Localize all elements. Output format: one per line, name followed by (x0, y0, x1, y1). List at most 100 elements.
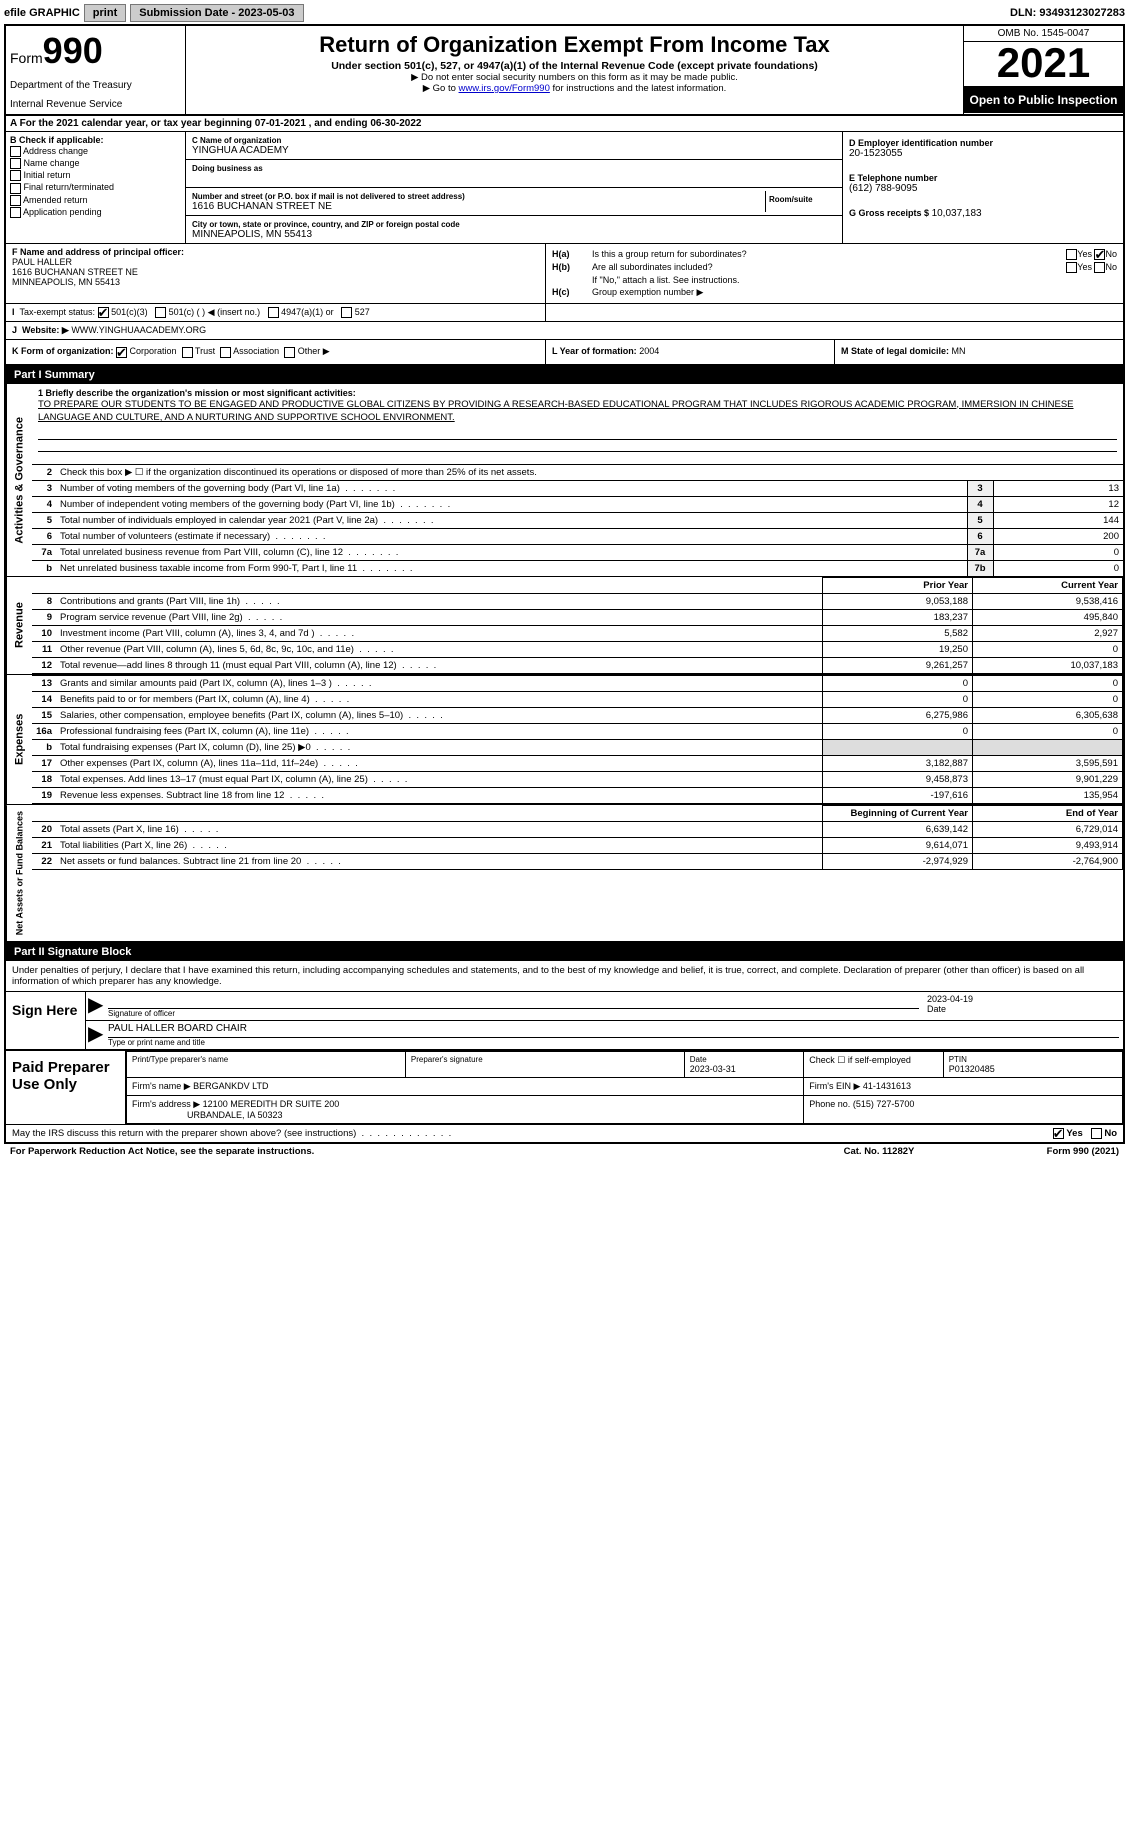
table-row: 13Grants and similar amounts paid (Part … (32, 676, 1123, 692)
tel-val: (612) 788-9095 (849, 183, 917, 194)
table-row: 21Total liabilities (Part X, line 26) . … (32, 838, 1123, 854)
cb-assoc[interactable] (220, 347, 231, 358)
discuss-no: No (1104, 1128, 1117, 1139)
org-name: YINGHUA ACADEMY (192, 145, 289, 156)
ha-no-cb[interactable] (1094, 249, 1105, 260)
f-street: 1616 BUCHANAN STREET NE (12, 267, 138, 277)
sig-declaration: Under penalties of perjury, I declare th… (6, 961, 1123, 991)
firm-name: BERGANKDV LTD (193, 1081, 268, 1091)
cb-corp[interactable] (116, 347, 127, 358)
prep-date-lbl: Date (690, 1055, 799, 1064)
open-public: Open to Public Inspection (964, 87, 1123, 113)
check-self: Check ☐ if self-employed (809, 1055, 911, 1065)
cb-initial[interactable]: Initial return (10, 170, 181, 181)
hb-boxes: Yes No (1066, 262, 1117, 273)
discuss-q: May the IRS discuss this return with the… (12, 1128, 356, 1139)
prep-table: Print/Type preparer's name Preparer's si… (126, 1051, 1123, 1124)
gross-val: 10,037,183 (932, 208, 982, 219)
cb-final-text: Final return/terminated (24, 182, 115, 192)
cb-amended[interactable]: Amended return (10, 195, 181, 206)
ein-row: D Employer identification number 20-1523… (849, 138, 1117, 159)
room-lbl: Room/suite (769, 195, 813, 204)
ha-yes-cb[interactable] (1066, 249, 1077, 260)
part2-header: Part II Signature Block (6, 943, 1123, 961)
hb-note: If "No," attach a list. See instructions… (592, 275, 1117, 285)
prep-right: Print/Type preparer's name Preparer's si… (126, 1051, 1123, 1124)
line-2: 2 Check this box ▶ ☐ if the organization… (32, 465, 1123, 481)
cb-501c3[interactable] (98, 307, 109, 318)
i-o3: 4947(a)(1) or (281, 307, 334, 317)
cb-final[interactable]: Final return/terminated (10, 182, 181, 193)
firm-addr-lbl: Firm's address ▶ (132, 1099, 200, 1109)
mission-lbl: 1 Briefly describe the organization's mi… (38, 388, 356, 398)
net-body: Beginning of Current Year End of Year 20… (32, 805, 1123, 941)
prep-name-lbl: Print/Type preparer's name (132, 1055, 400, 1064)
blank-line-2 (38, 440, 1117, 452)
ha-yes: Yes (1077, 249, 1092, 259)
org-name-lbl: C Name of organization (192, 136, 281, 145)
m-lbl: M State of legal domicile: (841, 346, 949, 356)
name-title-val: PAUL HALLER BOARD CHAIR (108, 1023, 1119, 1037)
sign-here-lbl: Sign Here (6, 992, 86, 1049)
cb-527[interactable] (341, 307, 352, 318)
l-val: 2004 (639, 346, 659, 356)
table-row: bNet unrelated business taxable income f… (32, 561, 1123, 577)
table-row: 12Total revenue—add lines 8 through 11 (… (32, 658, 1123, 674)
hb-lbl: H(b) (552, 262, 592, 273)
website-val: WWW.YINGHUAACADEMY.ORG (71, 325, 206, 335)
f-name: PAUL HALLER (12, 257, 72, 267)
i-o4: 527 (355, 307, 370, 317)
firm-addr2: URBANDALE, IA 50323 (187, 1110, 283, 1120)
discuss-boxes: Yes No (1053, 1128, 1117, 1139)
vlabel-exp: Expenses (6, 675, 32, 804)
blank-line-3 (38, 452, 1117, 464)
dept-treasury: Department of the Treasury (10, 80, 181, 91)
preparer-row: Paid Preparer Use Only Print/Type prepar… (6, 1049, 1123, 1124)
discuss-yes-cb[interactable] (1053, 1128, 1064, 1139)
vlabel-net: Net Assets or Fund Balances (6, 805, 32, 941)
cb-addr[interactable]: Address change (10, 146, 181, 157)
sig-officer-row: ▶ Signature of officer 2023-04-19 Date (86, 992, 1123, 1021)
hb-no-cb[interactable] (1094, 262, 1105, 273)
sign-here-row: Sign Here ▶ Signature of officer 2023-04… (6, 991, 1123, 1049)
irs-link[interactable]: www.irs.gov/Form990 (459, 83, 550, 94)
col-h-cont (546, 304, 1123, 321)
cb-addr-text: Address change (23, 146, 88, 156)
hb-yes-cb[interactable] (1066, 262, 1077, 273)
prep-sig-lbl: Preparer's signature (411, 1055, 679, 1064)
col-k: K Form of organization: Corporation Trus… (6, 340, 546, 363)
hb-note-row: If "No," attach a list. See instructions… (552, 275, 1117, 285)
sig-officer-lbl: Signature of officer (108, 1008, 919, 1018)
k-trust: Trust (195, 346, 215, 356)
discuss-no-cb[interactable] (1091, 1128, 1102, 1139)
prep-row3: Firm's address ▶ 12100 MEREDITH DR SUITE… (127, 1096, 1123, 1124)
cb-name[interactable]: Name change (10, 158, 181, 169)
table-row: 7aTotal unrelated business revenue from … (32, 545, 1123, 561)
table-row: 5Total number of individuals employed in… (32, 513, 1123, 529)
ein-val: 20-1523055 (849, 148, 902, 159)
mission-block: 1 Briefly describe the organization's mi… (32, 384, 1123, 429)
cb-other[interactable] (284, 347, 295, 358)
ha-row: H(a) Is this a group return for subordin… (552, 249, 1117, 260)
end-hdr: End of Year (973, 806, 1123, 822)
hc-row: H(c) Group exemption number ▶ (552, 287, 1117, 298)
col-h: H(a) Is this a group return for subordin… (546, 244, 1123, 303)
col-l2: M State of legal domicile: MN (835, 340, 1123, 363)
exp-table: 13Grants and similar amounts paid (Part … (32, 675, 1123, 804)
print-button[interactable]: print (84, 4, 126, 22)
firm-name-lbl: Firm's name ▶ (132, 1081, 191, 1091)
note2-post: for instructions and the latest informat… (550, 83, 726, 94)
hb-no: No (1105, 262, 1117, 272)
i-lbl: Tax-exempt status: (20, 307, 96, 317)
gross-lbl: G Gross receipts $ (849, 208, 929, 218)
cb-app-text: Application pending (23, 207, 102, 217)
tel-lbl: E Telephone number (849, 173, 937, 183)
dba-lbl: Doing business as (192, 164, 263, 173)
cb-trust[interactable] (182, 347, 193, 358)
cb-app[interactable]: Application pending (10, 207, 181, 218)
hb-yes: Yes (1077, 262, 1092, 272)
discuss-yes: Yes (1066, 1128, 1082, 1139)
cb-501c[interactable] (155, 307, 166, 318)
cb-4947[interactable] (268, 307, 279, 318)
part1-header: Part I Summary (6, 366, 1123, 384)
